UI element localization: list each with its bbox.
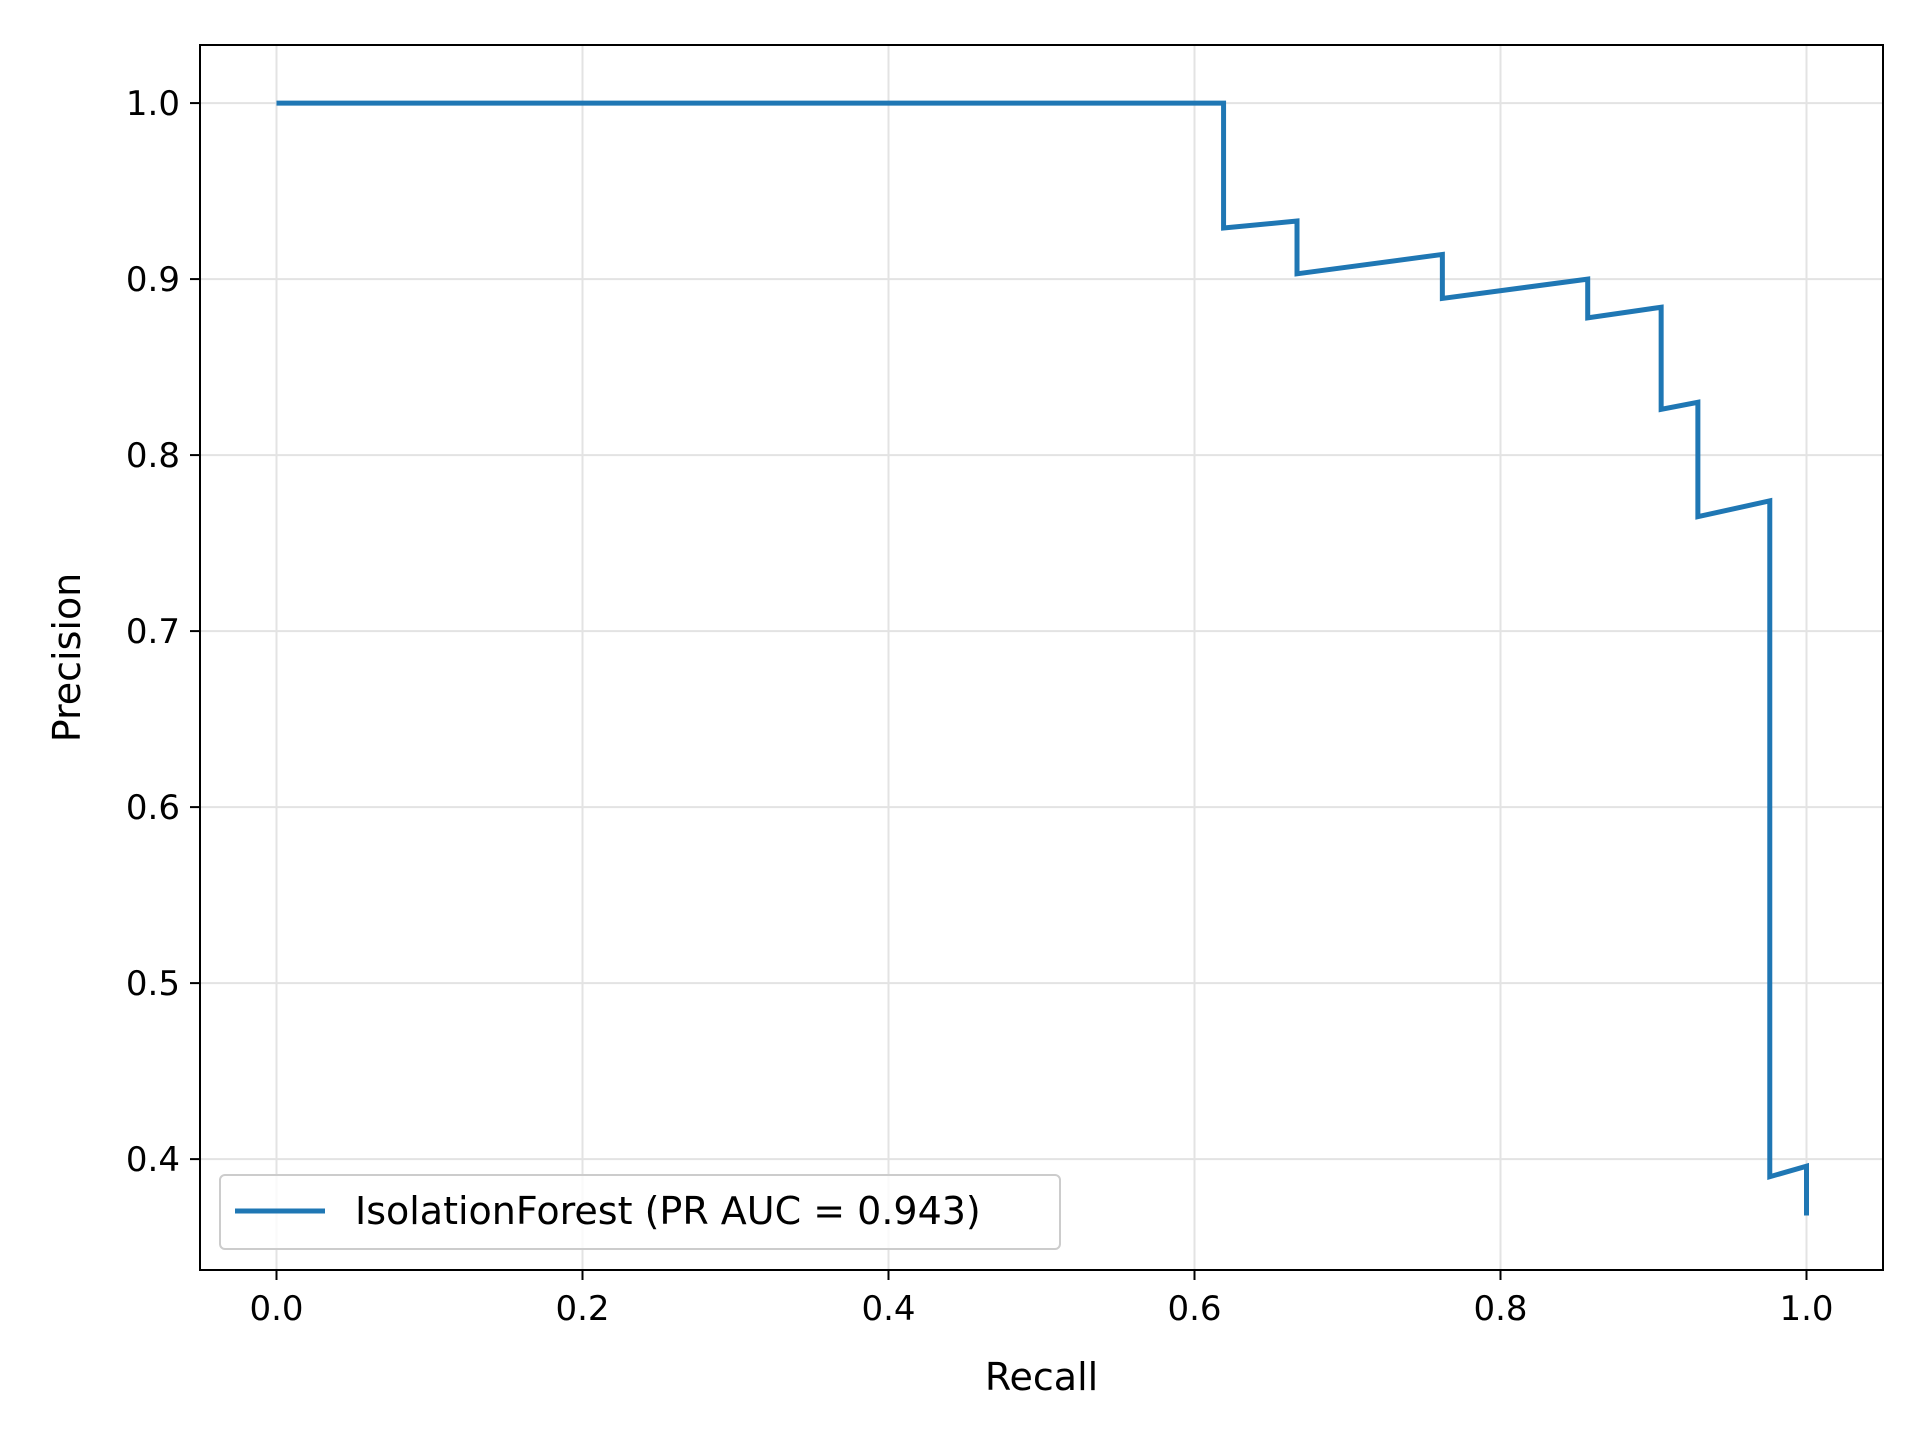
y-tick-label: 0.7 [126,612,180,652]
y-tick-label: 0.9 [126,260,180,300]
grid [200,45,1883,1270]
legend-entry-label: IsolationForest (PR AUC = 0.943) [355,1189,981,1233]
series-line [276,100,1809,1216]
y-tick-label: 0.8 [126,436,180,476]
x-tick-label: 0.6 [1167,1289,1221,1329]
y-axis-ticks: 0.4 0.5 0.6 0.7 0.8 0.9 1.0 [126,84,200,1180]
y-tick-label: 0.6 [126,788,180,828]
y-tick-label: 1.0 [126,84,180,124]
x-tick-label: 0.2 [555,1289,609,1329]
x-tick-label: 1.0 [1779,1289,1833,1329]
y-tick-label: 0.5 [126,964,180,1004]
x-axis-ticks: 0.0 0.2 0.4 0.6 0.8 1.0 [249,1270,1834,1329]
legend-box [219,1174,1061,1250]
x-axis-label: Recall [985,1355,1098,1399]
x-tick-label: 0.8 [1473,1289,1527,1329]
x-tick-label: 0.4 [861,1289,915,1329]
x-tick-label: 0.0 [249,1289,303,1329]
plot-area-frame [199,44,1884,1271]
y-axis-label: Precision [45,573,89,743]
series-layer [276,100,1809,1216]
legend: IsolationForest (PR AUC = 0.943) [219,1174,1061,1250]
y-tick-label: 0.4 [126,1140,180,1180]
